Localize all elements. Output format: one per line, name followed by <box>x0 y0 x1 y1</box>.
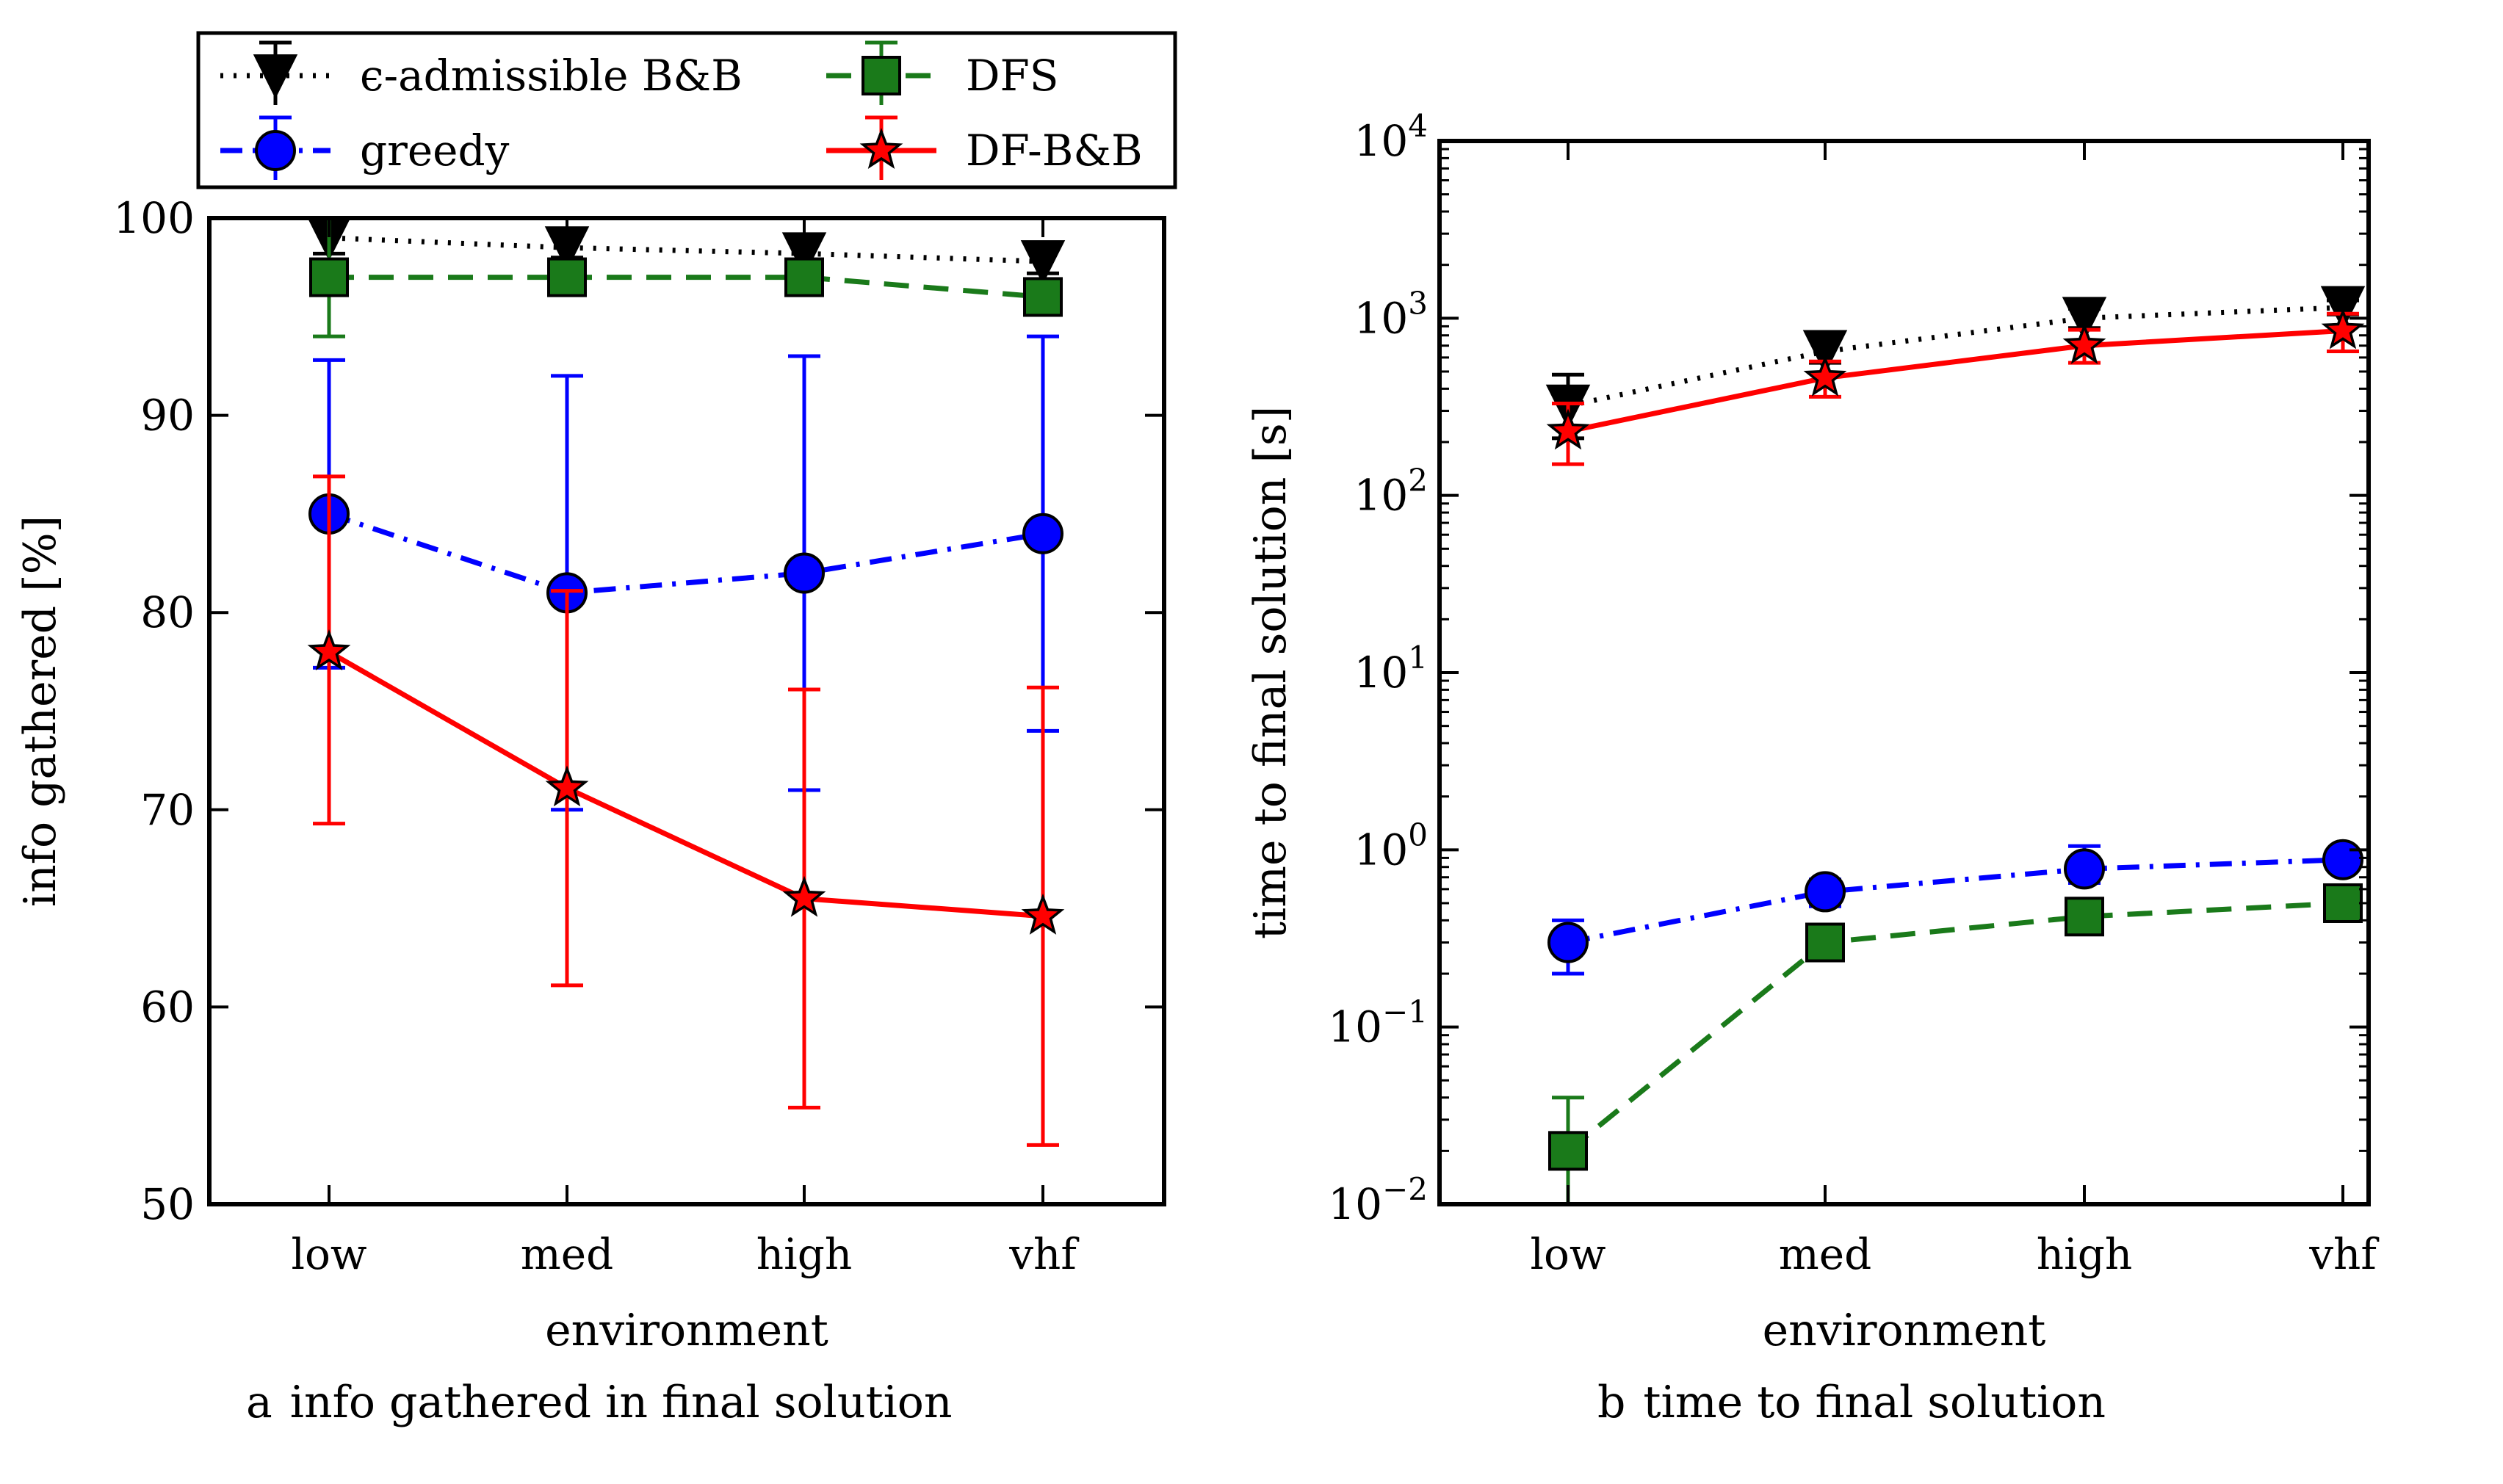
legend-entry: DFS <box>826 40 1058 105</box>
chart-a-x-tick-label: high <box>756 1229 852 1279</box>
chart-a-x-tick-label: low <box>291 1229 366 1279</box>
legend-marker <box>859 128 903 169</box>
legend-label: DF-B&B <box>966 126 1143 175</box>
legend-entry: ϵ-admissible B&B <box>220 40 743 105</box>
chart-a-series-line <box>328 649 1044 919</box>
chart-b-data-point <box>1803 355 1847 397</box>
chart-b-data-point <box>2321 308 2365 350</box>
legend-label: ϵ-admissible B&B <box>360 51 743 101</box>
chart-b-x-axis-label: environment <box>1763 1305 2046 1356</box>
chart-b-y-tick-label: 10−2 <box>1328 1171 1428 1229</box>
legend-marker <box>253 54 298 99</box>
legend-marker <box>862 56 901 95</box>
chart-a-plot-frame <box>207 216 1166 1206</box>
chart-a-caption: a info gathered in final solution <box>246 1377 953 1428</box>
chart-b-data-point <box>1802 330 1848 374</box>
chart-b-x-tick-label: med <box>1779 1229 1871 1279</box>
chart-b-data-point <box>2064 848 2105 890</box>
chart-a-data-point <box>784 257 824 297</box>
chart-a-data-point <box>1020 240 1066 285</box>
chart-b-series-3 <box>1548 883 2363 1206</box>
chart-b-data-point <box>2062 297 2107 341</box>
chart-a-data-point <box>547 257 587 297</box>
chart-a-data-point <box>307 629 351 671</box>
chart-b-y-axis-label: time to final solution [s] <box>1245 406 1296 939</box>
chart-b-data-point <box>2062 322 2106 364</box>
chart-b-y-tick-label: 101 <box>1354 640 1428 698</box>
chart-b-x-tick-label: high <box>2037 1229 2132 1279</box>
chart-a-series-line <box>328 235 1044 264</box>
legend-marker <box>255 130 296 171</box>
chart-b-y-tick-label: 103 <box>1354 285 1428 343</box>
chart-b-series-line <box>1567 327 2344 434</box>
chart-b-data-point <box>2320 286 2366 331</box>
legend-label: greedy <box>360 126 510 175</box>
chart-a-series-0 <box>306 216 1066 285</box>
chart-b-series-1 <box>1546 308 2365 466</box>
chart-a-data-point <box>1022 513 1063 554</box>
chart-b-data-point <box>2323 883 2363 923</box>
chart-b-plot-frame <box>1437 139 2371 1206</box>
chart-a-series-3 <box>307 474 1065 1147</box>
chart-a-y-tick-label: 80 <box>140 587 195 637</box>
chart-a-series-2 <box>308 334 1063 812</box>
chart-b-x-tick-label: vhf <box>2308 1229 2379 1279</box>
chart-b-x-tick-label: low <box>1530 1229 1606 1279</box>
chart-a-series-line <box>328 511 1044 596</box>
chart-b-series-line <box>1566 900 2344 1154</box>
chart-a-y-tick-label: 90 <box>140 391 195 441</box>
chart-a-x-axis-label: environment <box>545 1305 828 1356</box>
legend-box <box>196 31 1177 189</box>
chart-b-y-tick-label: 10−1 <box>1328 994 1428 1052</box>
chart-b-data-point <box>1805 922 1845 963</box>
chart-a-y-tick-label: 60 <box>140 982 195 1032</box>
chart-b-data-point <box>2065 897 2104 937</box>
chart-a-data-point <box>1023 277 1063 317</box>
chart-b-data-point <box>1547 922 1589 963</box>
legend-entry: DF-B&B <box>826 115 1143 180</box>
legend: ϵ-admissible B&B DFS greedy DF-B&B <box>196 31 1177 189</box>
chart-a-y-tick-label: 100 <box>113 193 195 243</box>
legend-entry: greedy <box>220 115 510 180</box>
chart-a-series-1 <box>309 216 1063 339</box>
chart-b-y-tick-label: 100 <box>1354 817 1428 875</box>
chart-b-series-line <box>1567 305 2344 409</box>
chart-a-y-tick-label: 70 <box>140 785 195 835</box>
chart-a-x-tick-label: vhf <box>1008 1229 1079 1279</box>
chart-b-caption: b time to final solution <box>1597 1377 2106 1428</box>
chart-b-data-point <box>1805 871 1846 913</box>
chart-a-y-axis-label: info gathered [%] <box>15 515 66 907</box>
chart-b-data-point <box>2322 839 2363 880</box>
chart-a-data-point <box>784 552 825 594</box>
chart-b-data-point <box>1546 408 1590 450</box>
legend-label: DFS <box>966 51 1058 101</box>
chart-a-series-line <box>329 275 1044 300</box>
chart-a-y-tick-label: 50 <box>140 1179 195 1229</box>
chart-a-x-tick-label: med <box>521 1229 613 1279</box>
chart-b-series-2 <box>1547 839 2363 976</box>
chart-a-data-point <box>545 765 589 807</box>
chart-a-data-point <box>782 875 826 917</box>
chart-a-info-gathered: 50 60 70 80 90 100 low med high vhf environment inf… <box>15 193 1166 1428</box>
chart-b-time-to-solution: 10−2 10−1 100 101 102 103 104 low med high vhf envi… <box>1245 108 2379 1428</box>
chart-b-y-tick-label: 104 <box>1354 108 1428 166</box>
chart-a-data-point <box>309 257 349 297</box>
chart-a-data-point <box>1021 893 1065 935</box>
chart-b-series-line <box>1567 857 2344 945</box>
chart-b-y-tick-label: 102 <box>1354 463 1428 521</box>
chart-b-data-point <box>1548 1131 1588 1171</box>
